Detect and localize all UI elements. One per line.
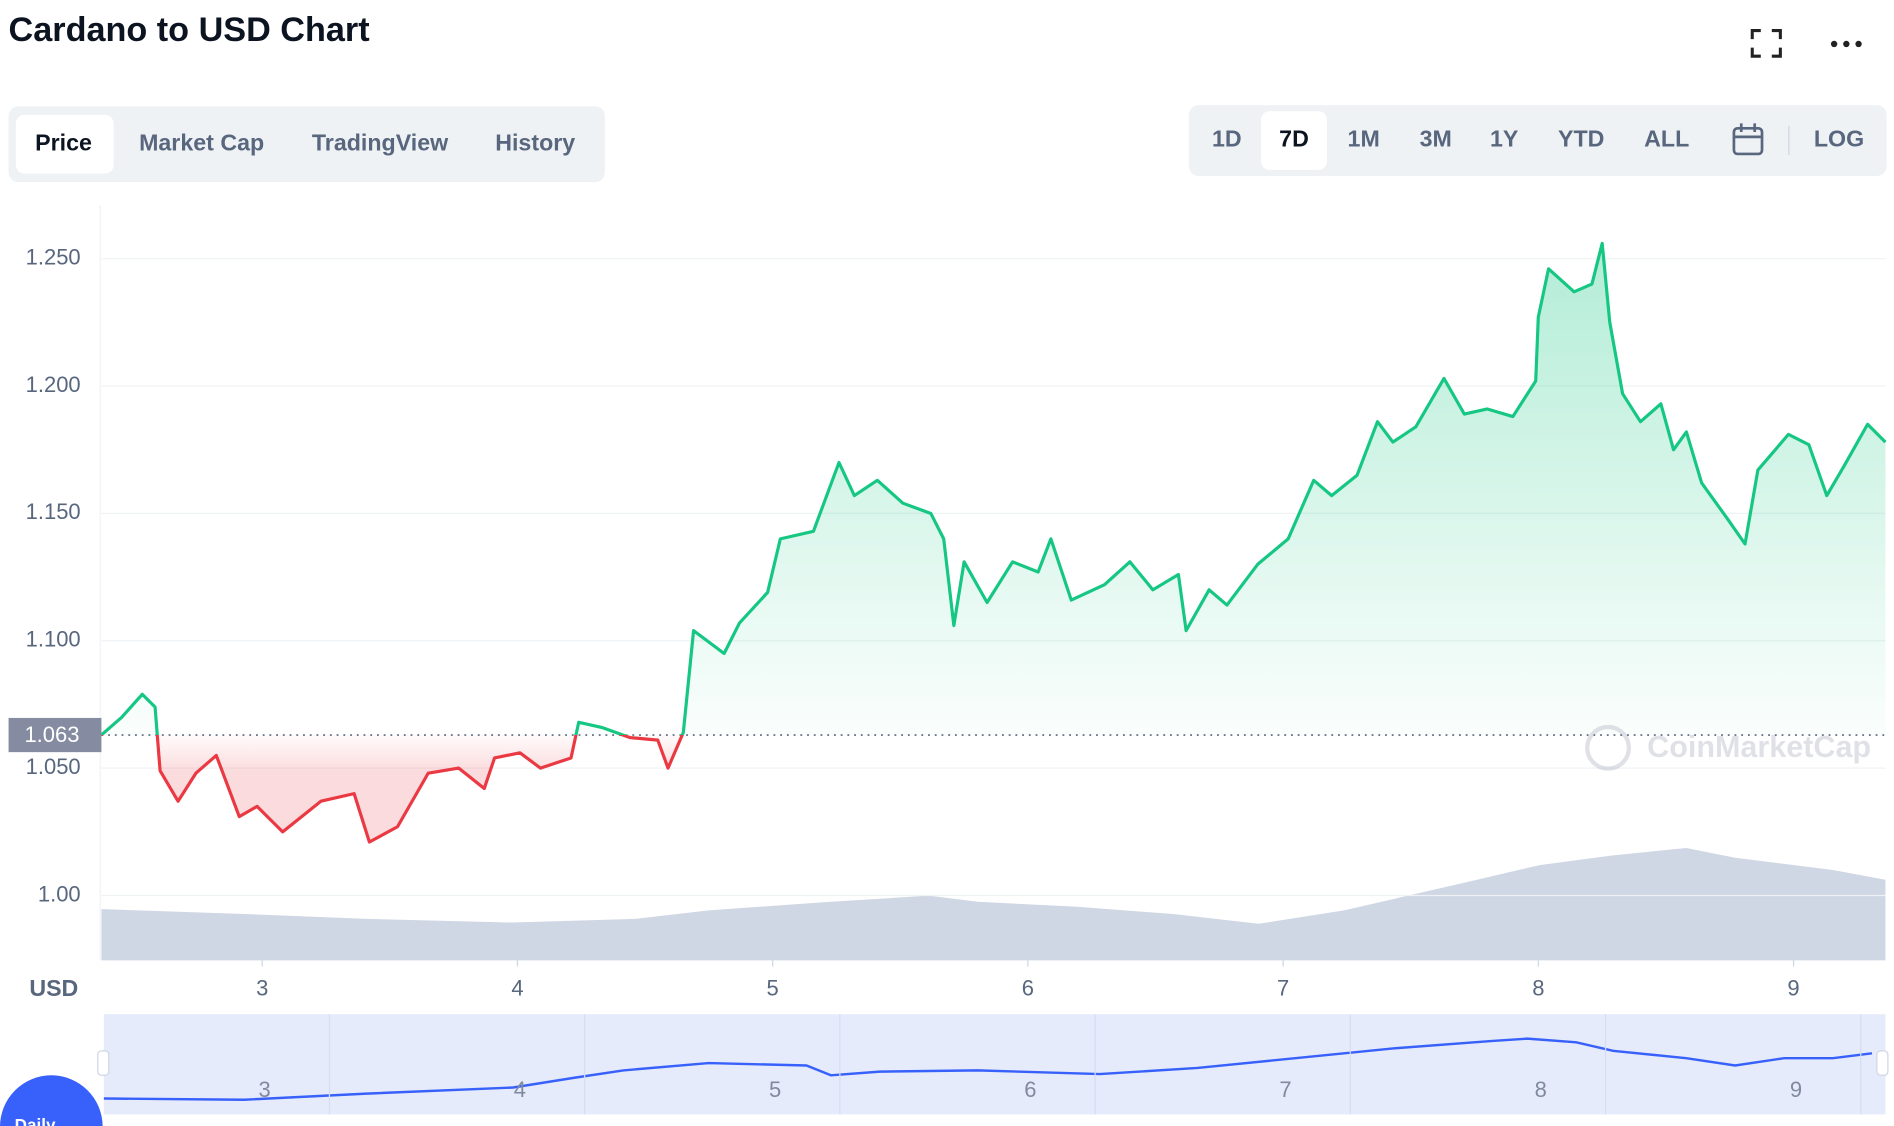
x-tick-label: 3 [256, 976, 268, 1001]
title: Cardano to USD Chart [9, 11, 370, 49]
tab[interactable]: Market Cap [139, 129, 264, 155]
y-tick-label: 1.150 [26, 499, 81, 524]
tab[interactable]: TradingView [312, 129, 449, 155]
range-button[interactable]: 1D [1212, 126, 1242, 152]
navigator-label: 5 [769, 1077, 781, 1102]
y-axis-unit: USD [29, 975, 78, 1001]
badge-text: Daily [15, 1116, 56, 1126]
navigator-handle[interactable] [1876, 1050, 1889, 1076]
range-button[interactable]: ALL [1644, 126, 1689, 152]
price-line [100, 241, 1887, 844]
navigator-label: 4 [514, 1077, 526, 1102]
tab[interactable]: Price [35, 129, 92, 155]
tab-bar [8, 106, 605, 183]
navigator-label: 9 [1790, 1077, 1802, 1102]
plot: 1.00 1.050 1.100 1.150 1.200 1.250 3 4 5 6 7 8 9 1.06… [8, 241, 1887, 1001]
navigator-line [103, 1037, 1873, 1101]
tab-active-bg [15, 114, 114, 174]
navigator-label: 3 [259, 1077, 271, 1102]
navigator-label: 8 [1535, 1077, 1547, 1102]
range-button[interactable]: LOG [1814, 126, 1864, 152]
calendar-icon[interactable] [1732, 123, 1764, 156]
range-active-bg [1261, 111, 1328, 170]
navigator-handle[interactable] [97, 1050, 110, 1076]
x-tick-label: 8 [1532, 976, 1544, 1001]
volume-area [101, 848, 1886, 961]
x-tick-label: 9 [1787, 976, 1799, 1001]
more-icon[interactable] [1830, 40, 1862, 48]
fullscreen-icon[interactable] [1750, 29, 1782, 58]
price-area [101, 243, 1886, 843]
range-button[interactable]: 1M [1348, 126, 1380, 152]
badge[interactable] [0, 1075, 103, 1126]
y-tick-label: 1.200 [26, 372, 81, 397]
x-tick-label: 5 [767, 976, 779, 1001]
navigator-label: 7 [1279, 1077, 1291, 1102]
navigator-bg [103, 1014, 1886, 1115]
reference-label: 1.063 [24, 722, 79, 747]
watermark: CoinMarketCap [1585, 724, 1871, 771]
tab[interactable]: History [495, 129, 575, 155]
range-button[interactable]: 7D [1279, 126, 1309, 152]
range-button[interactable]: YTD [1558, 126, 1604, 152]
y-tick-label: 1.250 [26, 244, 81, 269]
range-bar [1188, 105, 1887, 176]
y-tick-label: 1.00 [38, 881, 81, 906]
y-tick-label: 1.100 [26, 627, 81, 652]
navigator-label: 6 [1024, 1077, 1036, 1102]
reference-label-bg [8, 717, 102, 753]
watermark-text: CoinMarketCap [1647, 730, 1871, 764]
x-tick-label: 7 [1277, 976, 1289, 1001]
y-tick-label: 1.050 [26, 754, 81, 779]
x-tick-label: 4 [511, 976, 523, 1001]
range-button[interactable]: 1Y [1490, 126, 1519, 152]
x-tick-label: 6 [1022, 976, 1034, 1001]
range-button[interactable]: 3M [1420, 126, 1452, 152]
navigator [97, 1014, 1889, 1115]
